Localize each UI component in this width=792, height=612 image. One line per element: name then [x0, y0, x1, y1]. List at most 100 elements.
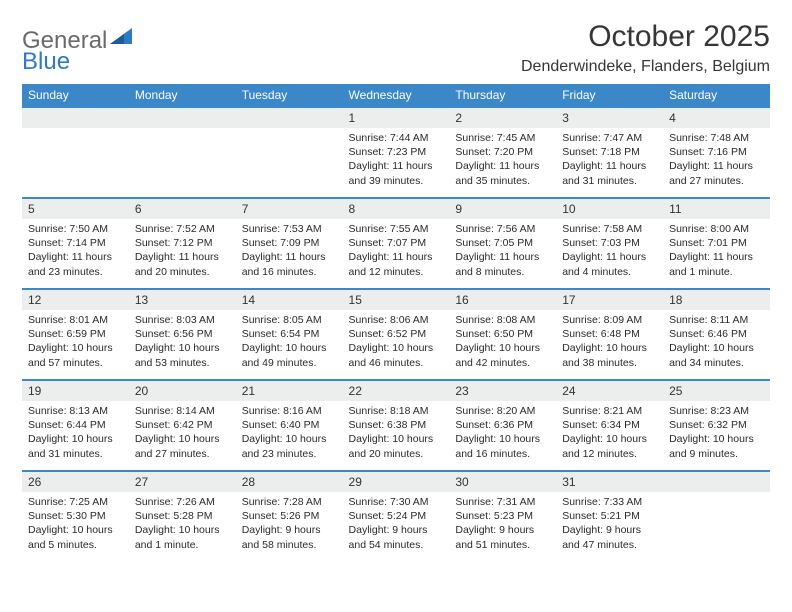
header: General Blue October 2025 Denderwindeke,… — [22, 20, 770, 76]
day-number-cell: 3 — [556, 107, 663, 128]
day-detail-cell: Sunrise: 7:48 AMSunset: 7:16 PMDaylight:… — [663, 128, 770, 198]
day-detail-cell: Sunrise: 8:06 AMSunset: 6:52 PMDaylight:… — [343, 310, 450, 380]
day-detail-cell: Sunrise: 7:58 AMSunset: 7:03 PMDaylight:… — [556, 219, 663, 289]
sunrise-line: Sunrise: 7:25 AM — [28, 495, 123, 509]
day-detail-cell: Sunrise: 8:16 AMSunset: 6:40 PMDaylight:… — [236, 401, 343, 471]
sunrise-line: Sunrise: 8:06 AM — [349, 313, 444, 327]
day-number-cell: 2 — [449, 107, 556, 128]
sunset-line: Sunset: 7:12 PM — [135, 236, 230, 250]
day-number-cell — [236, 107, 343, 128]
sunrise-line: Sunrise: 8:23 AM — [669, 404, 764, 418]
daylight-line: Daylight: 9 hours and 51 minutes. — [455, 523, 550, 551]
sunset-line: Sunset: 7:01 PM — [669, 236, 764, 250]
sunrise-line: Sunrise: 7:44 AM — [349, 131, 444, 145]
day-number-cell: 17 — [556, 289, 663, 310]
sunrise-line: Sunrise: 7:48 AM — [669, 131, 764, 145]
daylight-line: Daylight: 11 hours and 12 minutes. — [349, 250, 444, 278]
daylight-line: Daylight: 11 hours and 16 minutes. — [242, 250, 337, 278]
daylight-line: Daylight: 11 hours and 35 minutes. — [455, 159, 550, 187]
day-number-cell: 14 — [236, 289, 343, 310]
day-detail-cell: Sunrise: 7:55 AMSunset: 7:07 PMDaylight:… — [343, 219, 450, 289]
daylight-line: Daylight: 10 hours and 53 minutes. — [135, 341, 230, 369]
day-detail-cell: Sunrise: 7:52 AMSunset: 7:12 PMDaylight:… — [129, 219, 236, 289]
day-detail-cell: Sunrise: 8:03 AMSunset: 6:56 PMDaylight:… — [129, 310, 236, 380]
day-number-cell: 8 — [343, 198, 450, 219]
daylight-line: Daylight: 10 hours and 42 minutes. — [455, 341, 550, 369]
daylight-line: Daylight: 11 hours and 27 minutes. — [669, 159, 764, 187]
sunset-line: Sunset: 6:38 PM — [349, 418, 444, 432]
day-number-cell — [22, 107, 129, 128]
day-number-row: 262728293031 — [22, 471, 770, 492]
day-number-row: 567891011 — [22, 198, 770, 219]
sunrise-line: Sunrise: 8:00 AM — [669, 222, 764, 236]
day-detail-cell: Sunrise: 8:00 AMSunset: 7:01 PMDaylight:… — [663, 219, 770, 289]
sunset-line: Sunset: 6:42 PM — [135, 418, 230, 432]
day-number-cell: 23 — [449, 380, 556, 401]
daylight-line: Daylight: 11 hours and 4 minutes. — [562, 250, 657, 278]
sunset-line: Sunset: 7:05 PM — [455, 236, 550, 250]
day-detail-cell: Sunrise: 7:26 AMSunset: 5:28 PMDaylight:… — [129, 492, 236, 561]
day-detail-row: Sunrise: 7:50 AMSunset: 7:14 PMDaylight:… — [22, 219, 770, 289]
daylight-line: Daylight: 10 hours and 57 minutes. — [28, 341, 123, 369]
sunrise-line: Sunrise: 7:45 AM — [455, 131, 550, 145]
sunrise-line: Sunrise: 8:01 AM — [28, 313, 123, 327]
daylight-line: Daylight: 10 hours and 9 minutes. — [669, 432, 764, 460]
day-number-cell: 1 — [343, 107, 450, 128]
day-number-cell: 13 — [129, 289, 236, 310]
day-detail-row: Sunrise: 7:25 AMSunset: 5:30 PM Daylight:… — [22, 492, 770, 561]
sunrise-line: Sunrise: 8:03 AM — [135, 313, 230, 327]
day-detail-cell: Sunrise: 8:05 AMSunset: 6:54 PMDaylight:… — [236, 310, 343, 380]
sunrise-line: Sunrise: 7:33 AM — [562, 495, 657, 509]
sunset-line: Sunset: 5:30 PM — [28, 509, 123, 523]
sunset-line: Sunset: 7:18 PM — [562, 145, 657, 159]
day-number-cell: 12 — [22, 289, 129, 310]
weekday-header-row: Sunday Monday Tuesday Wednesday Thursday… — [22, 84, 770, 107]
sunset-line: Sunset: 6:52 PM — [349, 327, 444, 341]
day-detail-cell: Sunrise: 7:25 AMSunset: 5:30 PMDaylight:… — [22, 492, 129, 561]
day-number-cell: 10 — [556, 198, 663, 219]
day-number-cell — [129, 107, 236, 128]
day-detail-cell: Sunrise: 8:18 AMSunset: 6:38 PMDaylight:… — [343, 401, 450, 471]
logo-text: General Blue — [22, 28, 132, 74]
day-detail-cell: Sunrise: 8:20 AMSunset: 6:36 PMDaylight:… — [449, 401, 556, 471]
day-number-cell: 18 — [663, 289, 770, 310]
sunrise-line: Sunrise: 7:30 AM — [349, 495, 444, 509]
day-number-cell: 4 — [663, 107, 770, 128]
day-detail-cell: Sunrise: 7:28 AMSunset: 5:26 PMDaylight:… — [236, 492, 343, 561]
sunrise-line: Sunrise: 7:52 AM — [135, 222, 230, 236]
day-detail-cell: Sunrise: 7:53 AMSunset: 7:09 PMDaylight:… — [236, 219, 343, 289]
day-detail-cell: Sunrise: 8:11 AMSunset: 6:46 PMDaylight:… — [663, 310, 770, 380]
sunrise-line: Sunrise: 8:16 AM — [242, 404, 337, 418]
daylight-line: Daylight: 11 hours and 31 minutes. — [562, 159, 657, 187]
sunset-line: Sunset: 7:20 PM — [455, 145, 550, 159]
day-detail-cell — [129, 128, 236, 198]
day-number-cell: 25 — [663, 380, 770, 401]
weekday-header: Sunday — [22, 84, 129, 107]
day-number-cell: 9 — [449, 198, 556, 219]
daylight-line: Daylight: 10 hours and 12 minutes. — [562, 432, 657, 460]
day-number-cell: 15 — [343, 289, 450, 310]
day-detail-cell: Sunrise: 7:47 AMSunset: 7:18 PMDaylight:… — [556, 128, 663, 198]
weekday-header: Thursday — [449, 84, 556, 107]
sunrise-line: Sunrise: 8:09 AM — [562, 313, 657, 327]
day-detail-cell: Sunrise: 7:50 AMSunset: 7:14 PMDaylight:… — [22, 219, 129, 289]
daylight-line: Daylight: 11 hours and 1 minute. — [669, 250, 764, 278]
daylight-line: Daylight: 11 hours and 20 minutes. — [135, 250, 230, 278]
sunrise-line: Sunrise: 7:26 AM — [135, 495, 230, 509]
day-number-cell: 28 — [236, 471, 343, 492]
day-detail-row: Sunrise: 8:13 AMSunset: 6:44 PMDaylight:… — [22, 401, 770, 471]
sunrise-line: Sunrise: 8:05 AM — [242, 313, 337, 327]
calendar-table: Sunday Monday Tuesday Wednesday Thursday… — [22, 84, 770, 561]
sunset-line: Sunset: 7:09 PM — [242, 236, 337, 250]
day-number-cell: 22 — [343, 380, 450, 401]
day-number-cell — [663, 471, 770, 492]
day-number-cell: 5 — [22, 198, 129, 219]
calendar-body: 1234Sunrise: 7:44 AMSunset: 7:23 PMDayli… — [22, 107, 770, 561]
sunrise-line: Sunrise: 7:28 AM — [242, 495, 337, 509]
daylight-line: Daylight: 9 hours and 47 minutes. — [562, 523, 657, 551]
sunrise-line: Sunrise: 8:18 AM — [349, 404, 444, 418]
sunrise-line: Sunrise: 8:08 AM — [455, 313, 550, 327]
day-number-cell: 27 — [129, 471, 236, 492]
daylight-line: Daylight: 11 hours and 39 minutes. — [349, 159, 444, 187]
daylight-line: Daylight: 10 hours and 23 minutes. — [242, 432, 337, 460]
